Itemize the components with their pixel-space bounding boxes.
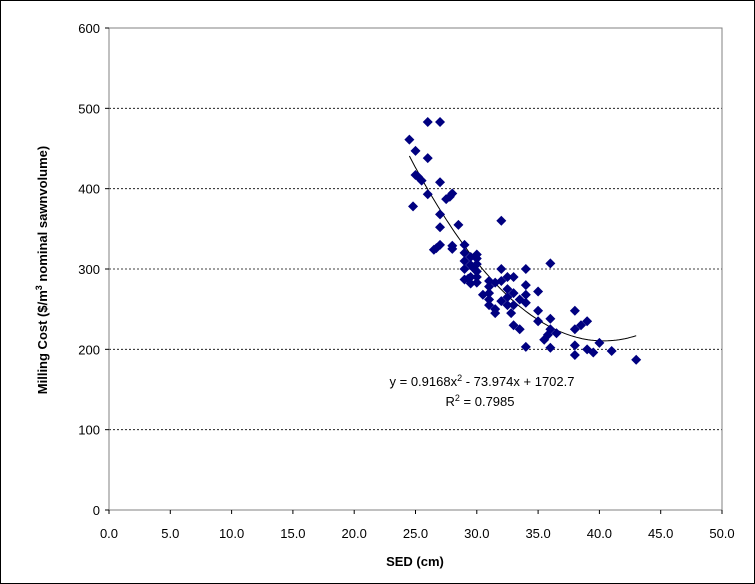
data-point (502, 272, 513, 283)
data-point (545, 342, 556, 353)
data-point (416, 175, 427, 186)
data-point (506, 308, 517, 319)
data-point (496, 276, 507, 287)
data-point (569, 305, 580, 316)
data-point (471, 266, 482, 277)
data-point (410, 145, 421, 156)
data-point (484, 288, 495, 299)
data-point (520, 289, 531, 300)
data-point (422, 189, 433, 200)
x-tick-label: 15.0 (280, 526, 305, 541)
data-point (545, 258, 556, 269)
x-tick-label: 10.0 (219, 526, 244, 541)
data-point (471, 259, 482, 270)
data-point (533, 305, 544, 316)
data-point (594, 337, 605, 348)
data-point (465, 278, 476, 289)
data-point (520, 297, 531, 308)
data-point (484, 300, 495, 311)
r-squared-label: R2 = 0.7985 (446, 393, 515, 409)
data-point (435, 177, 446, 188)
data-point (551, 328, 562, 339)
data-point (576, 320, 587, 331)
data-point (520, 280, 531, 291)
data-point (453, 219, 464, 230)
y-tick-label: 300 (78, 262, 100, 277)
y-tick-label: 100 (78, 423, 100, 438)
data-point (545, 324, 556, 335)
data-point (606, 345, 617, 356)
x-tick-label: 40.0 (587, 526, 612, 541)
data-point (447, 243, 458, 254)
data-point (471, 277, 482, 288)
data-point (459, 255, 470, 266)
data-point (502, 300, 513, 311)
y-tick-label: 400 (78, 182, 100, 197)
data-point (435, 222, 446, 233)
x-tick-label: 20.0 (342, 526, 367, 541)
y-tick-label: 0 (93, 503, 100, 518)
data-point (631, 354, 642, 365)
x-axis-title: SED (cm) (386, 554, 444, 569)
data-point (569, 349, 580, 360)
data-point (588, 347, 599, 358)
data-point (484, 281, 495, 292)
x-tick-label: 45.0 (648, 526, 673, 541)
data-point (459, 247, 470, 258)
data-point (422, 116, 433, 127)
data-point (465, 272, 476, 283)
data-point (508, 272, 519, 283)
data-point (502, 292, 513, 303)
data-point (545, 313, 556, 324)
data-point (490, 308, 501, 319)
data-point (435, 116, 446, 127)
data-points (404, 116, 642, 365)
data-point (404, 134, 415, 145)
x-tick-label: 30.0 (464, 526, 489, 541)
data-point (496, 296, 507, 307)
data-point (471, 272, 482, 283)
trendline-equation: y = 0.9168x2 - 73.974x + 1702.7 (390, 373, 575, 389)
x-tick-label: 0.0 (100, 526, 118, 541)
data-point (422, 153, 433, 164)
data-point (533, 316, 544, 327)
y-tick-label: 200 (78, 342, 100, 357)
data-point (533, 286, 544, 297)
data-point (520, 264, 531, 274)
y-axis-title: Milling Cost ($/m3 nominal sawnvolume) (34, 146, 50, 394)
x-tick-label: 50.0 (709, 526, 734, 541)
data-point (496, 215, 507, 226)
data-point (508, 320, 519, 331)
data-point (582, 316, 593, 327)
data-point (459, 239, 470, 250)
data-point (502, 284, 513, 295)
data-point (484, 294, 495, 305)
data-point (514, 324, 525, 335)
data-point (408, 201, 419, 212)
x-axis-ticks: 0.0 5.0 10.0 15.0 20.0 25.0 30.0 35.0 40.0 45.0 50… (100, 510, 735, 541)
data-point (520, 341, 531, 352)
x-tick-label: 5.0 (161, 526, 179, 541)
data-point (508, 300, 519, 311)
data-point (459, 264, 470, 274)
data-point (496, 264, 507, 274)
data-point (508, 288, 519, 299)
data-point (435, 239, 446, 250)
data-point (435, 209, 446, 220)
data-point (471, 253, 482, 264)
x-tick-label: 35.0 (525, 526, 550, 541)
y-axis-ticks: 0 100 200 300 400 500 600 (78, 21, 109, 518)
x-tick-label: 25.0 (403, 526, 428, 541)
data-point (447, 188, 458, 199)
y-tick-label: 500 (78, 101, 100, 116)
data-point (569, 340, 580, 351)
data-point (569, 324, 580, 335)
y-tick-label: 600 (78, 21, 100, 36)
